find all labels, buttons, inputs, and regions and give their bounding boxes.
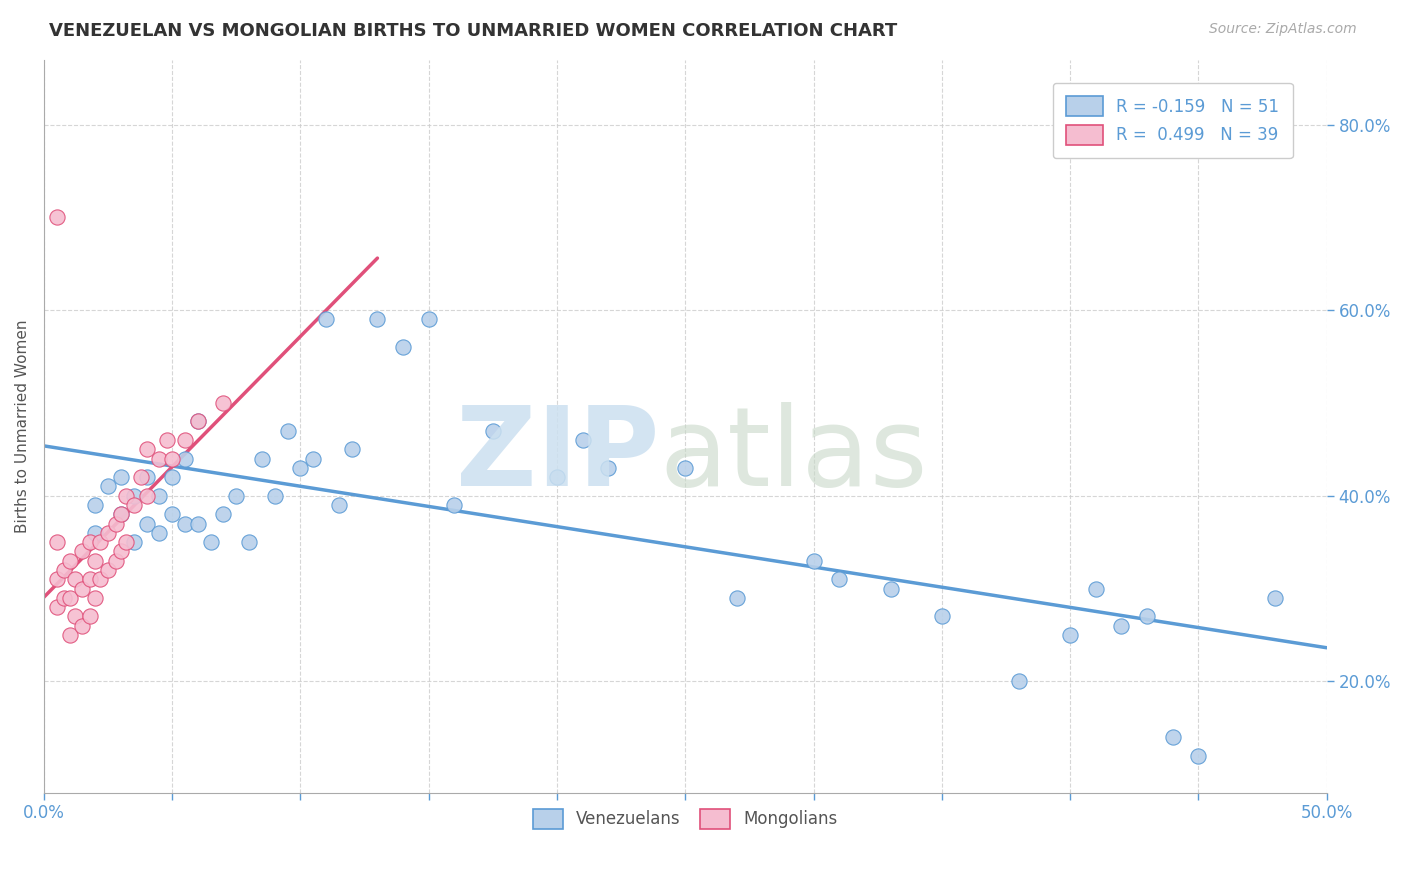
Point (238, 535, 260, 549)
Point (277, 424, 299, 438)
Point (160, 451, 183, 466)
Point (443, 498, 465, 512)
Point (1111, 618, 1133, 632)
Text: VENEZUELAN VS MONGOLIAN BIRTHS TO UNMARRIED WOMEN CORRELATION CHART: VENEZUELAN VS MONGOLIAN BIRTHS TO UNMARR… (49, 22, 897, 40)
Point (148, 525, 170, 540)
Point (879, 582, 901, 596)
Point (63, 609, 86, 624)
Point (135, 516, 157, 531)
Legend: Venezuelans, Mongolians: Venezuelans, Mongolians (526, 802, 845, 836)
Point (160, 508, 183, 522)
Point (187, 415, 209, 429)
Point (598, 461, 620, 475)
Point (110, 470, 132, 484)
Point (135, 442, 157, 457)
Point (225, 489, 247, 503)
Point (302, 451, 325, 466)
Point (45, 535, 67, 549)
Point (250, 451, 273, 466)
Point (84, 525, 107, 540)
Point (104, 516, 127, 531)
Point (1084, 582, 1107, 596)
Point (97, 479, 120, 493)
Point (212, 508, 235, 522)
Point (828, 572, 851, 586)
Point (328, 498, 350, 512)
Point (725, 591, 748, 605)
Point (200, 535, 222, 549)
Point (84, 498, 107, 512)
Point (315, 312, 337, 326)
Point (340, 442, 363, 457)
Point (673, 461, 696, 475)
Point (290, 461, 312, 475)
Point (174, 451, 197, 466)
Text: atlas: atlas (659, 402, 928, 509)
Point (156, 433, 179, 447)
Point (148, 489, 170, 503)
Text: Source: ZipAtlas.com: Source: ZipAtlas.com (1209, 22, 1357, 37)
Point (482, 424, 505, 438)
Point (1008, 674, 1031, 689)
Point (187, 415, 209, 429)
Point (122, 489, 145, 503)
Point (122, 498, 145, 512)
Point (72, 544, 94, 558)
Point (84, 554, 107, 568)
Point (58, 554, 80, 568)
Point (110, 544, 132, 558)
Point (63, 572, 86, 586)
Point (104, 554, 127, 568)
Point (72, 618, 94, 632)
Point (1059, 628, 1081, 642)
Point (89, 572, 111, 586)
Point (187, 516, 209, 531)
Point (58, 591, 80, 605)
Point (45, 600, 67, 615)
Point (1136, 609, 1159, 624)
Point (115, 489, 138, 503)
Point (79, 572, 101, 586)
Point (1187, 748, 1209, 763)
Point (135, 489, 157, 503)
Point (58, 628, 80, 642)
Point (174, 433, 197, 447)
Point (53, 563, 76, 577)
Point (803, 554, 825, 568)
Point (53, 591, 76, 605)
Point (135, 470, 157, 484)
Point (97, 563, 120, 577)
Point (571, 433, 593, 447)
Point (160, 470, 183, 484)
Point (79, 535, 101, 549)
Point (131, 470, 153, 484)
Point (115, 535, 138, 549)
Point (89, 535, 111, 549)
Point (45, 572, 67, 586)
Point (418, 312, 440, 326)
Text: ZIP: ZIP (457, 402, 659, 509)
Y-axis label: Births to Unmarried Women: Births to Unmarried Women (15, 319, 30, 533)
Point (174, 516, 197, 531)
Point (392, 340, 415, 354)
Point (84, 591, 107, 605)
Point (45, 211, 67, 225)
Point (366, 312, 388, 326)
Point (110, 508, 132, 522)
Point (110, 508, 132, 522)
Point (122, 535, 145, 549)
Point (72, 582, 94, 596)
Point (546, 470, 568, 484)
Point (1161, 730, 1184, 744)
Point (148, 451, 170, 466)
Point (212, 396, 235, 410)
Point (97, 525, 120, 540)
Point (931, 609, 953, 624)
Point (79, 609, 101, 624)
Point (263, 489, 285, 503)
Point (1264, 591, 1286, 605)
